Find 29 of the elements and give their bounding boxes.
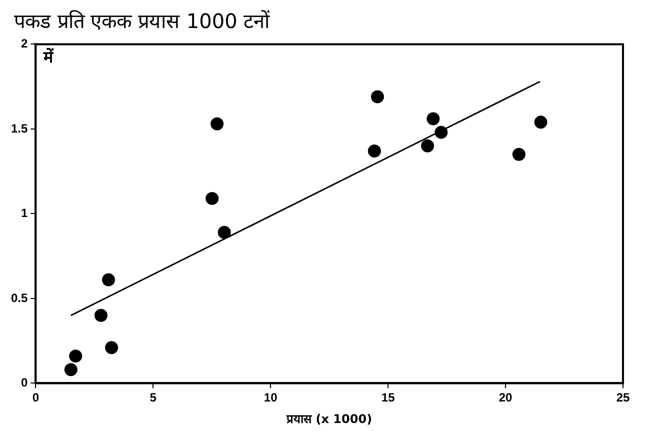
- point: [69, 350, 82, 363]
- y-tick-label: 0.5: [10, 290, 28, 305]
- point: [426, 112, 440, 126]
- point: [371, 90, 384, 104]
- x-tick-label: 5: [150, 390, 157, 405]
- point: [105, 341, 118, 354]
- point: [102, 273, 116, 286]
- point: [64, 363, 78, 376]
- annotation: में: [42, 47, 55, 66]
- point: [421, 139, 434, 152]
- y-tick-label: 0: [20, 376, 28, 390]
- y-tick-label: 1: [20, 206, 28, 220]
- point: [512, 148, 526, 161]
- x-tick-label: 15: [381, 390, 396, 405]
- x-axis-title: प्रयास (x 1000): [286, 412, 372, 426]
- point: [218, 226, 231, 239]
- point: [534, 116, 548, 129]
- point: [434, 126, 448, 139]
- x-tick-label: 10: [264, 390, 278, 405]
- point: [94, 308, 108, 322]
- point: [368, 144, 381, 158]
- point: [206, 192, 219, 205]
- x-tick-label: 20: [498, 390, 513, 405]
- chart-title: पकड प्रति एकक प्रयास 1000 टनों: [13, 8, 271, 34]
- y-tick-label: 2: [20, 36, 28, 51]
- x-tick-label: 25: [616, 390, 630, 405]
- x-tick-label: 0: [32, 390, 40, 405]
- y-tick-label: 1.5: [10, 121, 28, 136]
- point: [210, 117, 224, 130]
